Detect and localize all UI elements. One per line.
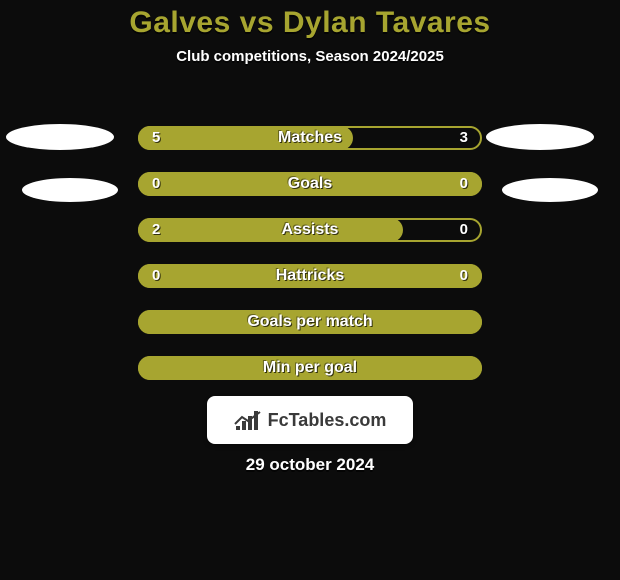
- stat-row: Min per goal: [138, 356, 482, 380]
- stat-label: Min per goal: [138, 356, 482, 380]
- stat-row: Goals00: [138, 172, 482, 196]
- stat-row: Matches53: [138, 126, 482, 150]
- stat-value-left: 0: [152, 172, 192, 196]
- bars-icon: [234, 410, 262, 430]
- decorative-ellipse: [486, 124, 594, 150]
- vs-label: vs: [240, 6, 274, 39]
- stat-value-right: 3: [428, 126, 468, 150]
- stat-value-right: 0: [428, 218, 468, 242]
- stat-rows-container: Matches53Goals00Assists20Hattricks00Goal…: [0, 126, 620, 402]
- brand-pill: FcTables.com: [207, 396, 413, 444]
- stat-row: Goals per match: [138, 310, 482, 334]
- decorative-ellipse: [6, 124, 114, 150]
- brand-text: FcTables.com: [268, 410, 387, 431]
- stat-value-left: 2: [152, 218, 192, 242]
- infographic-canvas: Galves vs Dylan Tavares Club competition…: [0, 0, 620, 580]
- player-a-name: Galves: [129, 6, 230, 39]
- decorative-ellipse: [502, 178, 598, 202]
- stat-label: Goals per match: [138, 310, 482, 334]
- stat-value-right: 0: [428, 264, 468, 288]
- stat-value-right: 0: [428, 172, 468, 196]
- decorative-ellipse: [22, 178, 118, 202]
- footer-date: 29 october 2024: [0, 455, 620, 475]
- stat-row: Assists20: [138, 218, 482, 242]
- stat-value-left: 0: [152, 264, 192, 288]
- subtitle: Club competitions, Season 2024/2025: [0, 48, 620, 65]
- page-title: Galves vs Dylan Tavares: [0, 0, 620, 40]
- stat-row: Hattricks00: [138, 264, 482, 288]
- player-b-name: Dylan Tavares: [283, 6, 491, 39]
- stat-value-left: 5: [152, 126, 192, 150]
